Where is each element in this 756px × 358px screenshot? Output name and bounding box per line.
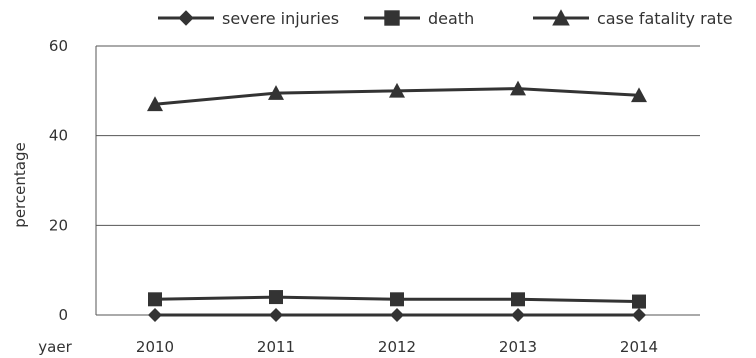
data-point-square xyxy=(632,294,646,309)
legend-label: severe injuries xyxy=(222,9,339,28)
data-point-square xyxy=(148,292,162,307)
x-tick-label: 2013 xyxy=(499,338,537,356)
data-point-triangle xyxy=(631,87,647,103)
x-tick-label: 2012 xyxy=(378,338,416,356)
y-tick-label: 60 xyxy=(49,37,68,55)
x-tick-label: 2010 xyxy=(136,338,174,356)
legend-label: death xyxy=(428,9,474,28)
x-axis-title: yaer xyxy=(38,338,72,356)
data-point-triangle xyxy=(510,80,526,96)
data-point-diamond xyxy=(269,308,283,322)
data-point-square xyxy=(390,292,404,307)
y-tick-label: 0 xyxy=(58,306,68,324)
data-point-diamond xyxy=(148,308,162,322)
legend-marker-triangle xyxy=(552,9,570,26)
y-axis-title: percentage xyxy=(11,142,29,227)
series-layer xyxy=(147,80,647,322)
legend: severe injuries death case fatality rate xyxy=(158,9,733,28)
data-point-diamond xyxy=(511,308,525,322)
data-point-diamond xyxy=(390,308,404,322)
data-point-square xyxy=(511,292,525,307)
legend-marker-square xyxy=(384,10,400,26)
y-tick-label: 20 xyxy=(49,216,68,234)
gridlines xyxy=(96,45,700,226)
legend-label: case fatality rate xyxy=(597,9,733,28)
y-tick-label: 40 xyxy=(49,127,68,145)
x-tick-label: 2011 xyxy=(257,338,295,356)
data-point-triangle xyxy=(268,85,284,100)
data-point-triangle xyxy=(389,82,405,98)
x-tick-label: 2014 xyxy=(620,338,658,356)
y-tick-labels: 0 20 40 60 xyxy=(49,37,68,324)
data-point-diamond xyxy=(632,308,646,322)
legend-marker-diamond xyxy=(178,10,194,26)
x-tick-labels: 2010 2011 2012 2013 2014 xyxy=(136,338,658,356)
data-point-triangle xyxy=(147,96,163,112)
data-point-square xyxy=(269,290,283,305)
